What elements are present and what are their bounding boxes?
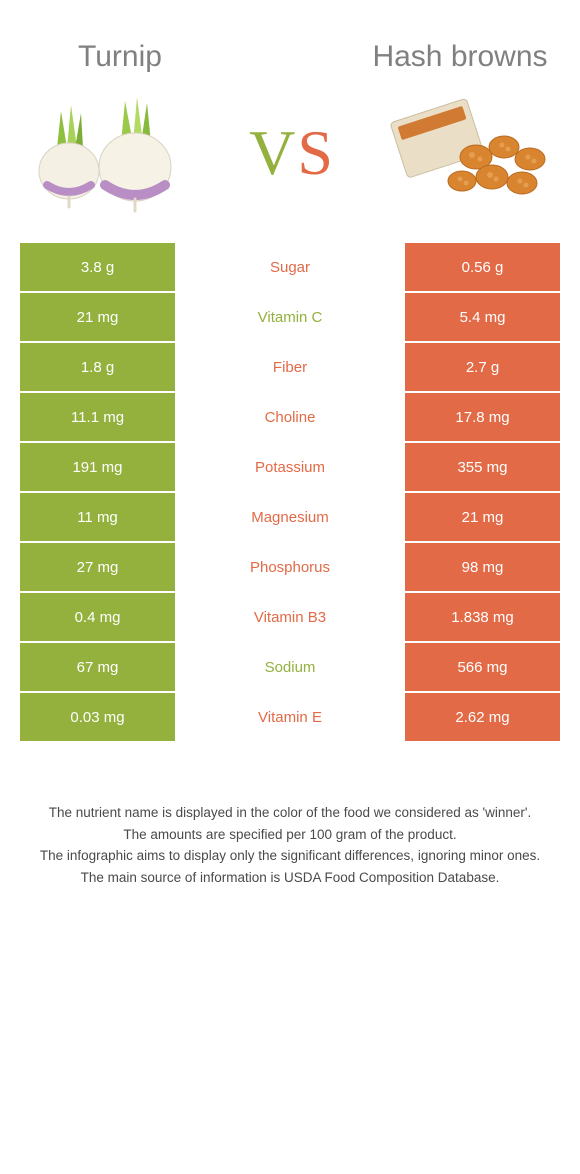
vs-label: VS — [249, 116, 331, 190]
left-value: 21 mg — [20, 293, 175, 343]
left-value: 11.1 mg — [20, 393, 175, 443]
table-row: 11.1 mgCholine17.8 mg — [20, 393, 560, 443]
right-value: 21 mg — [405, 493, 560, 543]
nutrient-name: Magnesium — [175, 493, 405, 543]
footer-line-3: The infographic aims to display only the… — [30, 846, 550, 866]
nutrient-name: Vitamin E — [175, 693, 405, 743]
nutrient-name: Sodium — [175, 643, 405, 693]
table-row: 67 mgSodium566 mg — [20, 643, 560, 693]
nutrient-name: Fiber — [175, 343, 405, 393]
left-value: 3.8 g — [20, 243, 175, 293]
nutrient-name: Choline — [175, 393, 405, 443]
right-value: 2.7 g — [405, 343, 560, 393]
nutrient-table: 3.8 gSugar0.56 g21 mgVitamin C5.4 mg1.8 … — [20, 243, 560, 743]
left-value: 0.03 mg — [20, 693, 175, 743]
right-value: 355 mg — [405, 443, 560, 493]
table-row: 11 mgMagnesium21 mg — [20, 493, 560, 543]
left-value: 27 mg — [20, 543, 175, 593]
table-row: 0.4 mgVitamin B31.838 mg — [20, 593, 560, 643]
right-food-image — [380, 93, 560, 213]
nutrient-name: Vitamin C — [175, 293, 405, 343]
right-value: 0.56 g — [405, 243, 560, 293]
left-value: 67 mg — [20, 643, 175, 693]
vs-s: S — [297, 116, 331, 190]
left-value: 0.4 mg — [20, 593, 175, 643]
right-value: 2.62 mg — [405, 693, 560, 743]
vs-v: V — [249, 116, 293, 190]
hero-row: VS — [10, 83, 570, 243]
right-value: 5.4 mg — [405, 293, 560, 343]
right-value: 566 mg — [405, 643, 560, 693]
footer-line-1: The nutrient name is displayed in the co… — [30, 803, 550, 823]
right-value: 1.838 mg — [405, 593, 560, 643]
nutrient-name: Sugar — [175, 243, 405, 293]
nutrient-name: Phosphorus — [175, 543, 405, 593]
table-row: 1.8 gFiber2.7 g — [20, 343, 560, 393]
table-row: 21 mgVitamin C5.4 mg — [20, 293, 560, 343]
table-row: 0.03 mgVitamin E2.62 mg — [20, 693, 560, 743]
left-food-title: Turnip — [20, 40, 220, 73]
footer-line-4: The main source of information is USDA F… — [30, 868, 550, 888]
footer-line-2: The amounts are specified per 100 gram o… — [30, 825, 550, 845]
table-row: 191 mgPotassium355 mg — [20, 443, 560, 493]
right-food-title: Hash browns — [360, 40, 560, 73]
left-food-image — [20, 93, 200, 213]
table-row: 3.8 gSugar0.56 g — [20, 243, 560, 293]
left-value: 11 mg — [20, 493, 175, 543]
nutrient-name: Potassium — [175, 443, 405, 493]
table-row: 27 mgPhosphorus98 mg — [20, 543, 560, 593]
nutrient-name: Vitamin B3 — [175, 593, 405, 643]
right-value: 17.8 mg — [405, 393, 560, 443]
footer-notes: The nutrient name is displayed in the co… — [30, 803, 550, 887]
left-value: 1.8 g — [20, 343, 175, 393]
title-row: Turnip Hash browns — [10, 40, 570, 83]
right-value: 98 mg — [405, 543, 560, 593]
left-value: 191 mg — [20, 443, 175, 493]
